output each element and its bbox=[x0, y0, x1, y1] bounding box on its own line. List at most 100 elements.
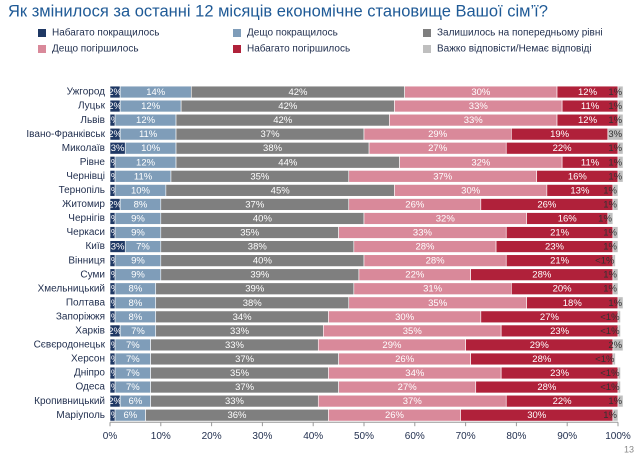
data-label: 30% bbox=[461, 185, 481, 196]
data-label: 35% bbox=[428, 298, 448, 309]
x-tick-label: 40% bbox=[303, 431, 323, 442]
data-label: 2% bbox=[108, 326, 122, 337]
data-label: 33% bbox=[225, 396, 245, 407]
data-label: 2% bbox=[108, 101, 122, 112]
data-label: 16% bbox=[558, 213, 578, 224]
y-tick-label: Запоріжжя bbox=[56, 311, 105, 322]
page-number: 13 bbox=[624, 444, 634, 454]
y-tick-label: Львів bbox=[80, 115, 105, 126]
data-label: 22% bbox=[553, 396, 573, 407]
data-label: 38% bbox=[248, 242, 268, 253]
data-label: 10% bbox=[141, 143, 161, 154]
data-label: 12% bbox=[578, 115, 598, 126]
data-label: 23% bbox=[550, 368, 570, 379]
data-label: 1% bbox=[106, 256, 120, 267]
x-tick-label: 70% bbox=[456, 431, 476, 442]
y-tick-label: Кропивницький bbox=[34, 396, 105, 407]
bar-segment bbox=[607, 212, 614, 225]
data-label: 42% bbox=[288, 87, 308, 98]
data-label: 1% bbox=[608, 143, 622, 154]
data-label: 21% bbox=[550, 256, 570, 267]
data-label: 10% bbox=[131, 185, 151, 196]
data-label: 27% bbox=[540, 312, 560, 323]
data-label: <1% bbox=[595, 354, 615, 365]
data-label: 1% bbox=[598, 213, 612, 224]
data-label: <1% bbox=[600, 368, 620, 379]
data-label: 11% bbox=[581, 101, 600, 112]
data-label: 23% bbox=[545, 242, 565, 253]
data-label: 37% bbox=[261, 129, 281, 140]
y-tick-label: Рівне bbox=[80, 157, 106, 168]
data-label: 1% bbox=[106, 354, 120, 365]
bar-segment bbox=[612, 198, 619, 211]
data-label: 22% bbox=[553, 143, 573, 154]
data-label: 7% bbox=[131, 326, 145, 337]
legend-label: Набагато покращилось bbox=[52, 27, 159, 39]
data-label: 33% bbox=[413, 228, 433, 239]
data-label: 37% bbox=[235, 382, 255, 393]
legend-swatch bbox=[423, 45, 431, 53]
data-label: 26% bbox=[395, 354, 415, 365]
x-tick-label: 80% bbox=[506, 431, 526, 442]
bar-segment bbox=[612, 226, 619, 239]
legend-swatch bbox=[38, 29, 46, 37]
data-label: 33% bbox=[230, 326, 250, 337]
data-label: 35% bbox=[240, 228, 260, 239]
data-label: 2% bbox=[108, 396, 122, 407]
x-tick-label: 50% bbox=[354, 431, 374, 442]
data-label: <1% bbox=[600, 326, 620, 337]
y-tick-label: Луцьк bbox=[78, 101, 106, 112]
data-label: 27% bbox=[398, 382, 418, 393]
data-label: 1% bbox=[608, 396, 622, 407]
data-label: 1% bbox=[106, 382, 120, 393]
data-label: 1% bbox=[603, 228, 617, 239]
data-label: 42% bbox=[278, 101, 298, 112]
data-label: 36% bbox=[227, 410, 247, 421]
data-label: 9% bbox=[131, 256, 145, 267]
bar-segment bbox=[617, 394, 624, 408]
data-label: 30% bbox=[395, 312, 415, 323]
data-label: 28% bbox=[426, 256, 446, 267]
x-tick-label: 20% bbox=[202, 431, 222, 442]
legend-label: Важко відповісти/Немає відповіді bbox=[437, 44, 592, 55]
bar-segment bbox=[617, 380, 621, 394]
bar-segment bbox=[612, 282, 619, 295]
y-tick-label: Харків bbox=[75, 326, 105, 337]
bar-segment bbox=[612, 338, 624, 352]
data-label: <1% bbox=[600, 382, 620, 393]
data-label: 32% bbox=[436, 213, 456, 224]
data-label: 12% bbox=[578, 87, 598, 98]
x-tick-label: 100% bbox=[605, 431, 631, 442]
data-label: 11% bbox=[134, 171, 153, 182]
data-label: 18% bbox=[563, 298, 583, 309]
data-label: 7% bbox=[126, 368, 140, 379]
data-label: 1% bbox=[608, 115, 622, 126]
data-label: 35% bbox=[403, 326, 423, 337]
x-tick-label: 90% bbox=[557, 431, 577, 442]
bar-segment bbox=[612, 240, 619, 253]
legend-swatch bbox=[233, 29, 241, 37]
y-tick-label: Маріуполь bbox=[56, 410, 105, 421]
bar-segment bbox=[617, 113, 624, 127]
data-label: 7% bbox=[126, 340, 140, 351]
x-tick-label: 0% bbox=[103, 431, 118, 442]
bar-segment bbox=[617, 170, 624, 183]
data-label: 37% bbox=[403, 396, 423, 407]
data-label: 2% bbox=[108, 199, 122, 210]
data-label: 6% bbox=[129, 396, 143, 407]
data-label: 20% bbox=[553, 284, 573, 295]
data-label: 12% bbox=[141, 101, 161, 112]
data-label: 1% bbox=[106, 312, 120, 323]
data-label: 11% bbox=[139, 129, 158, 140]
data-label: 28% bbox=[537, 382, 557, 393]
data-label: 27% bbox=[428, 143, 448, 154]
y-tick-label: Чернівці bbox=[66, 171, 105, 182]
data-label: 13% bbox=[570, 185, 590, 196]
data-label: 8% bbox=[129, 298, 143, 309]
data-label: 1% bbox=[603, 284, 617, 295]
data-label: 9% bbox=[131, 213, 145, 224]
bar-segment bbox=[607, 127, 624, 141]
bar-segment bbox=[617, 99, 624, 113]
y-tick-label: Тернопіль bbox=[59, 185, 105, 196]
